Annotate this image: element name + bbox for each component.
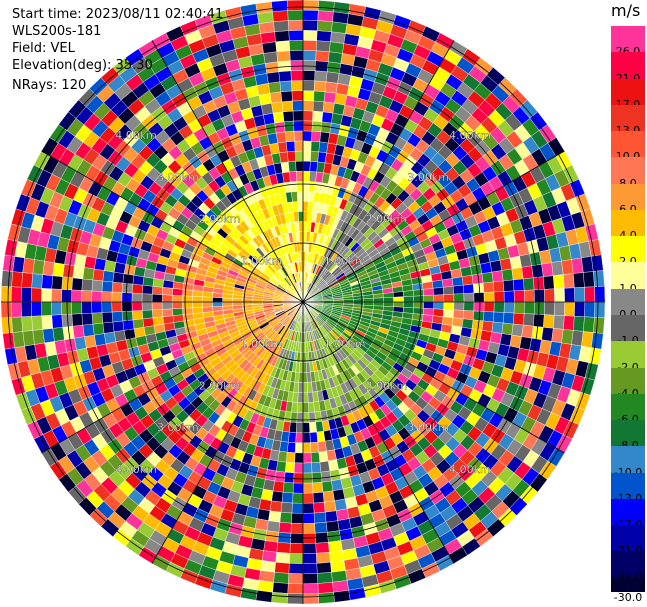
range-ring-label: 1.00km bbox=[324, 338, 366, 351]
range-ring-label: 2.00km bbox=[366, 379, 408, 392]
range-ring-label: 2.00km bbox=[199, 213, 241, 226]
range-ring-label: 3.00km bbox=[407, 421, 449, 434]
colorbar-segment bbox=[611, 104, 645, 132]
velocity-gates bbox=[0, 0, 606, 605]
colorbar-tick-label: -30.0 bbox=[611, 592, 645, 604]
range-ring-label: 3.00km bbox=[157, 421, 199, 434]
colorbar-segment bbox=[611, 183, 645, 211]
colorbar-segment bbox=[611, 341, 645, 369]
azimuth-spoke bbox=[41, 150, 304, 303]
instrument-label: WLS200s-181 bbox=[12, 24, 102, 39]
azimuth-spoke bbox=[302, 150, 565, 303]
ppi-plot: 1.00km 1.00km 1.00km 1.00km 2.00km 2.00km 2.00… bbox=[0, 0, 606, 605]
colorbar-segment bbox=[611, 551, 645, 579]
range-ring-label: 1.00km bbox=[324, 254, 366, 267]
colorbar-segment bbox=[611, 446, 645, 474]
scan-info-panel: Start time: 2023/08/11 02:40:41 WLS200s-… bbox=[12, 6, 223, 94]
colorbar-unit-label: m/s bbox=[611, 1, 641, 20]
colorbar-segment bbox=[611, 157, 645, 185]
colorbar-segment bbox=[611, 420, 645, 447]
range-ring-label: 1.00km bbox=[241, 254, 283, 267]
range-ring-label: 2.00km bbox=[366, 213, 408, 226]
nrays-label: NRays: 120 bbox=[12, 78, 87, 93]
colorbar-segment bbox=[611, 131, 645, 158]
azimuth-spoke bbox=[302, 301, 455, 564]
elevation-label: Elevation(deg): 35.30 bbox=[12, 58, 153, 73]
velocity-colorbar: 26.021.017.013.010.08.06.04.02.01.00.0-1… bbox=[611, 26, 645, 604]
colorbar-segment bbox=[611, 367, 645, 395]
colorbar-segment bbox=[611, 209, 645, 237]
colorbar-segment bbox=[611, 52, 645, 80]
range-ring-label: 4.00km bbox=[449, 129, 491, 142]
field-label: Field: VEL bbox=[12, 41, 75, 56]
colorbar-segment bbox=[611, 288, 645, 316]
colorbar-segment bbox=[611, 498, 645, 526]
colorbar-segment bbox=[611, 26, 645, 53]
colorbar-segment bbox=[611, 262, 645, 290]
colorbar-segment bbox=[611, 393, 645, 421]
start-time-label: Start time: 2023/08/11 02:40:41 bbox=[12, 7, 224, 22]
range-ring-label: 1.00km bbox=[241, 338, 283, 351]
azimuth-spoke bbox=[41, 301, 304, 454]
colorbar-segment bbox=[611, 472, 645, 500]
colorbar-segment bbox=[611, 236, 645, 263]
azimuth-spoke bbox=[151, 40, 304, 303]
azimuth-spoke bbox=[151, 301, 304, 564]
range-ring-label: 4.00km bbox=[115, 463, 157, 476]
range-ring-label: 4.00km bbox=[115, 129, 157, 142]
range-ring-label: 3.00km bbox=[407, 171, 449, 184]
azimuth-spoke bbox=[302, 40, 455, 303]
range-ring-label: 3.00km bbox=[157, 171, 199, 184]
range-ring-label: 4.00km bbox=[449, 463, 491, 476]
azimuth-spoke bbox=[302, 301, 565, 454]
range-ring-label: 2.00km bbox=[199, 379, 241, 392]
colorbar-segment bbox=[611, 78, 645, 106]
colorbar-segment bbox=[611, 315, 645, 342]
colorbar-segment bbox=[611, 525, 645, 552]
